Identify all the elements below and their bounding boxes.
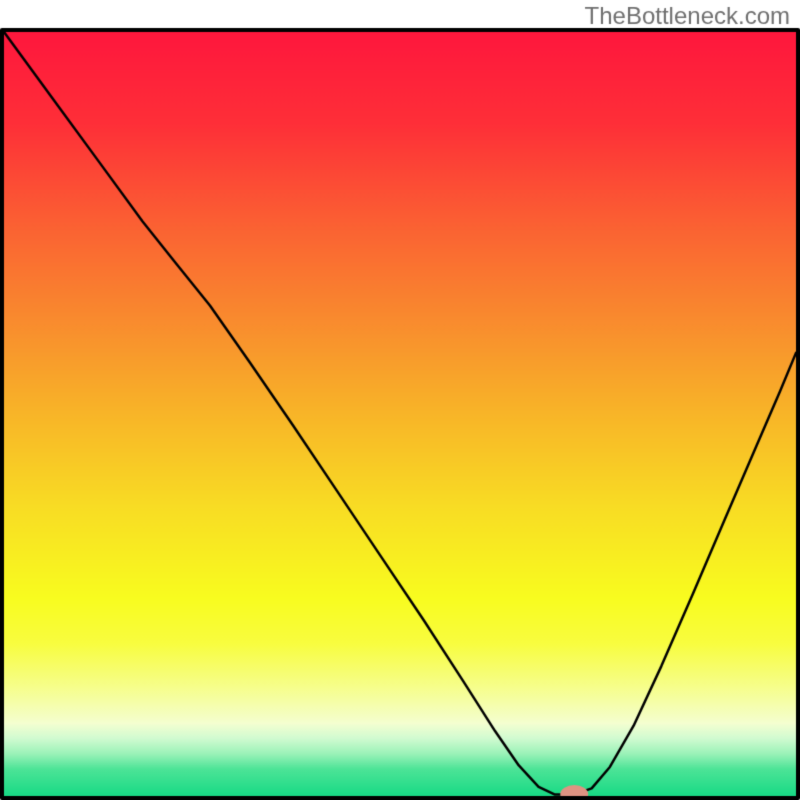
bottleneck-chart: [0, 0, 800, 800]
